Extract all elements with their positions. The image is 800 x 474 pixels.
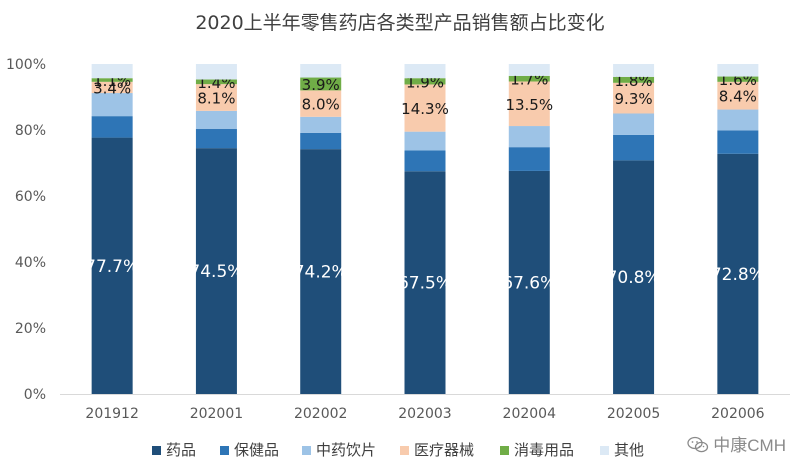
- bar-segment: [404, 64, 446, 79]
- x-tick-label: 202003: [398, 406, 451, 422]
- bar-segment: [613, 76, 655, 83]
- legend-label: 中药饮片: [316, 441, 376, 459]
- bar-segment: [91, 116, 133, 138]
- bar-segment: [300, 77, 342, 91]
- x-tick-label: 201912: [85, 406, 138, 422]
- y-tick-label: 60%: [15, 189, 46, 205]
- data-label: 70.8%: [607, 268, 661, 288]
- watermark-text: 中康CMH: [713, 436, 786, 455]
- legend-label: 药品: [166, 441, 196, 459]
- bar-segment: [91, 64, 133, 79]
- bar-segment: [508, 126, 550, 148]
- x-tick-label: 202004: [503, 406, 557, 422]
- chart-title: 2020上半年零售药店各类型产品销售额占比变化: [195, 12, 605, 34]
- legend-swatch: [220, 446, 229, 455]
- data-label: 77.7%: [85, 257, 139, 277]
- bar-segment: [717, 64, 759, 77]
- bar-segment: [195, 148, 237, 394]
- bar-segment: [91, 93, 133, 117]
- bar-segment: [404, 131, 446, 151]
- bar-segment: [195, 84, 237, 111]
- bar-segment: [91, 137, 133, 394]
- legend-label: 消毒用品: [514, 441, 574, 459]
- legend-swatch: [600, 446, 609, 455]
- bar-segment: [613, 82, 655, 114]
- legend-swatch: [500, 446, 509, 455]
- legend-swatch: [400, 446, 409, 455]
- data-label: 13.5%: [505, 96, 553, 114]
- x-tick-label: 202001: [190, 406, 243, 422]
- y-tick-label: 80%: [15, 123, 46, 139]
- y-tick-label: 20%: [15, 321, 46, 337]
- data-label: 9.3%: [615, 90, 653, 108]
- data-label: 74.2%: [294, 263, 348, 283]
- bar-segment: [195, 64, 237, 80]
- bar-segment: [91, 78, 133, 82]
- data-label: 8.4%: [719, 88, 757, 106]
- bar-segment: [717, 153, 759, 394]
- data-label: 8.0%: [302, 96, 340, 114]
- bar-segment: [300, 132, 342, 150]
- bar-segment: [508, 170, 550, 394]
- data-label: 67.6%: [502, 273, 556, 293]
- data-label: 74.5%: [189, 262, 243, 282]
- bar-segment: [300, 116, 342, 133]
- data-label: 8.1%: [197, 89, 235, 107]
- bar-segment: [195, 79, 237, 85]
- bar-segment: [404, 84, 446, 132]
- y-tick-label: 40%: [15, 255, 46, 271]
- y-tick-label: 100%: [6, 57, 46, 73]
- y-tick-label: 0%: [24, 387, 46, 403]
- bar-segment: [613, 113, 655, 135]
- legend-swatch: [302, 446, 311, 455]
- bar-segment: [508, 64, 550, 76]
- bar-segment: [91, 81, 133, 94]
- bar-segment: [508, 81, 550, 127]
- watermark: 中康CMH: [687, 431, 786, 456]
- bar-segment: [404, 78, 446, 85]
- bar-segment: [300, 64, 342, 78]
- bar-segment: [613, 160, 655, 394]
- bar-segment: [404, 171, 446, 394]
- wechat-icon: [687, 436, 709, 453]
- data-label: 14.3%: [401, 100, 449, 118]
- bar-segment: [613, 64, 655, 77]
- bar-segment: [613, 134, 655, 161]
- bar-segment: [404, 150, 446, 172]
- bar-segment: [195, 129, 237, 149]
- x-tick-label: 202005: [607, 406, 660, 422]
- bar-segment: [508, 147, 550, 171]
- bar-segment: [717, 109, 759, 131]
- bar-segment: [717, 81, 759, 110]
- legend-label: 医疗器械: [414, 441, 474, 459]
- legend-label: 其他: [614, 441, 644, 459]
- data-label: 67.5%: [398, 274, 452, 294]
- data-label: 3.4%: [93, 79, 131, 97]
- legend-swatch: [152, 446, 161, 455]
- data-label: 72.8%: [711, 265, 765, 285]
- x-tick-label: 202002: [294, 406, 347, 422]
- bar-segment: [508, 75, 550, 82]
- bar-segment: [300, 90, 342, 117]
- bar-segment: [717, 76, 759, 82]
- x-tick-label: 202006: [711, 406, 765, 422]
- data-label: 3.9%: [302, 76, 340, 94]
- bar-segment: [717, 130, 759, 154]
- bar-segment: [300, 149, 342, 394]
- bar-segment: [195, 110, 237, 130]
- legend-label: 保健品: [234, 441, 279, 459]
